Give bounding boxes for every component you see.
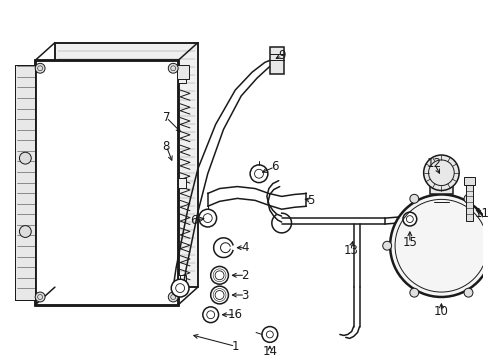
- Text: 7: 7: [162, 111, 170, 124]
- Circle shape: [171, 279, 189, 297]
- Text: 6: 6: [190, 213, 197, 226]
- Text: 16: 16: [227, 308, 243, 321]
- Text: 3: 3: [241, 288, 248, 302]
- Circle shape: [409, 288, 418, 297]
- Text: 1: 1: [231, 340, 239, 353]
- Circle shape: [203, 307, 218, 323]
- Bar: [465, 177, 472, 221]
- Bar: [178, 178, 185, 188]
- Text: 13: 13: [343, 244, 357, 257]
- Text: 9: 9: [277, 49, 285, 62]
- Text: 14: 14: [262, 345, 277, 358]
- Circle shape: [199, 209, 216, 227]
- Text: 6: 6: [270, 160, 278, 174]
- Circle shape: [210, 266, 228, 284]
- Circle shape: [423, 155, 458, 190]
- Circle shape: [35, 292, 45, 302]
- Text: 8: 8: [163, 140, 170, 153]
- Circle shape: [210, 286, 228, 304]
- Text: 2: 2: [241, 269, 248, 282]
- Circle shape: [402, 212, 416, 226]
- Circle shape: [35, 63, 45, 73]
- Text: 15: 15: [402, 236, 416, 249]
- Bar: [16, 65, 35, 300]
- Circle shape: [20, 226, 31, 238]
- Bar: [16, 65, 35, 300]
- Circle shape: [463, 288, 472, 297]
- Circle shape: [168, 292, 178, 302]
- Bar: [178, 275, 185, 285]
- Bar: [177, 65, 189, 79]
- Bar: [55, 42, 198, 287]
- Circle shape: [20, 152, 31, 164]
- Text: 5: 5: [307, 194, 314, 207]
- Circle shape: [262, 327, 277, 342]
- Text: 11: 11: [473, 207, 488, 220]
- Circle shape: [168, 63, 178, 73]
- Text: 4: 4: [241, 241, 248, 254]
- Bar: [463, 177, 474, 185]
- Circle shape: [382, 241, 391, 250]
- Bar: [178, 73, 185, 83]
- Circle shape: [389, 194, 488, 297]
- Circle shape: [463, 194, 472, 203]
- Bar: [269, 46, 283, 74]
- Bar: [55, 42, 198, 287]
- Circle shape: [250, 165, 267, 183]
- Bar: [428, 173, 452, 194]
- Text: 10: 10: [433, 305, 448, 318]
- Bar: [35, 60, 178, 305]
- Text: 12: 12: [426, 157, 441, 170]
- Circle shape: [409, 194, 418, 203]
- Bar: [35, 60, 178, 305]
